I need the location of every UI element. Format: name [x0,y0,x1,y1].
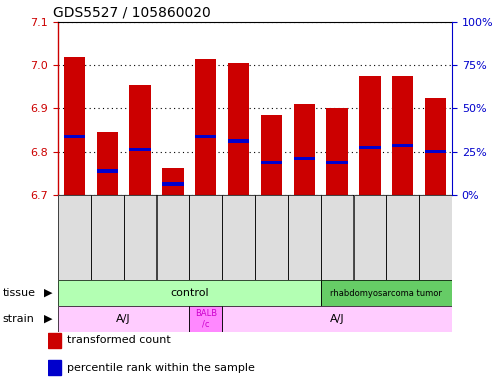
Bar [48,360,61,375]
Bar [64,135,85,138]
Bar [189,195,222,280]
Bar [425,150,446,154]
Bar [222,306,452,332]
Bar [162,168,183,195]
Bar [222,195,255,280]
Bar [156,195,189,280]
Text: rhabdomyosarcoma tumor: rhabdomyosarcoma tumor [330,288,442,298]
Bar [58,195,91,280]
Bar [288,195,320,280]
Bar [124,195,156,280]
Bar [156,195,189,280]
Bar [97,169,118,173]
Bar [353,195,387,280]
Bar [228,63,249,195]
Bar [293,157,315,160]
Bar [359,146,381,149]
Bar [387,195,419,280]
Bar [255,195,288,280]
Bar [189,306,222,332]
Bar [91,195,124,280]
Text: BALB
/c: BALB /c [195,309,217,329]
Bar [392,144,414,147]
Bar [124,195,156,280]
Bar [419,195,452,280]
Bar [320,195,353,280]
Text: tissue: tissue [2,288,35,298]
Bar [425,98,446,195]
Bar [64,56,85,195]
Bar [419,195,452,280]
Bar [195,135,216,138]
Bar [320,280,452,306]
Text: strain: strain [2,314,35,324]
Bar [359,76,381,195]
Bar [228,139,249,143]
Text: control: control [170,288,209,298]
Bar [91,195,124,280]
Bar [222,195,255,280]
Bar [189,306,222,332]
Bar [129,85,151,195]
Bar [58,280,320,306]
Bar [261,115,282,195]
Bar [58,306,189,332]
Text: percentile rank within the sample: percentile rank within the sample [68,362,255,372]
Bar [320,280,452,306]
Bar [392,76,414,195]
Bar [320,195,353,280]
Bar [222,306,452,332]
Bar [326,109,348,195]
Bar [353,195,387,280]
Bar [97,132,118,195]
Bar [261,161,282,164]
Text: ▶: ▶ [44,314,52,324]
Text: A/J: A/J [330,314,345,324]
Text: A/J: A/J [116,314,131,324]
Bar [326,161,348,164]
Bar [48,333,61,348]
Bar [129,148,151,151]
Bar [189,195,222,280]
Text: transformed count: transformed count [68,336,171,346]
Bar [58,195,91,280]
Bar [387,195,419,280]
Bar [288,195,320,280]
Text: ▶: ▶ [44,288,52,298]
Bar [255,195,288,280]
Bar [58,306,189,332]
Bar [58,280,320,306]
Bar [195,59,216,195]
Text: GDS5527 / 105860020: GDS5527 / 105860020 [53,5,211,19]
Bar [162,182,183,186]
Bar [293,104,315,195]
